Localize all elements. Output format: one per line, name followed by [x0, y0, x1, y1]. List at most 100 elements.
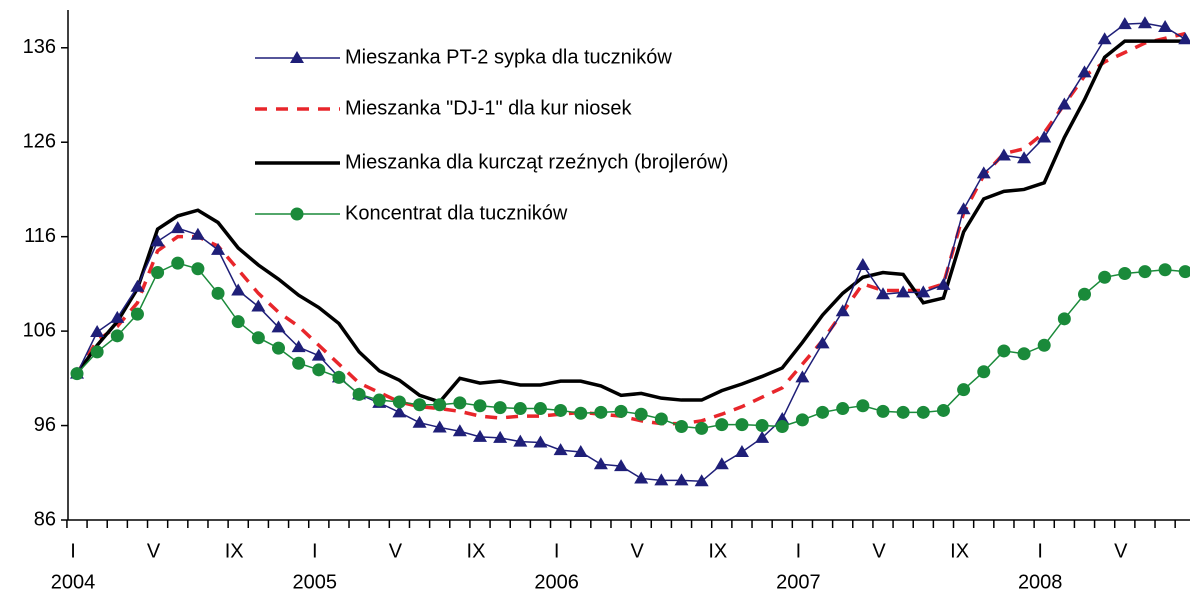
point — [312, 363, 326, 377]
point — [372, 393, 386, 407]
point — [271, 320, 286, 333]
point — [956, 202, 971, 215]
x-tick-label: I — [70, 540, 76, 562]
point — [654, 473, 669, 486]
point — [292, 356, 306, 370]
point — [110, 310, 125, 323]
point — [694, 474, 709, 487]
y-tick-label: 106 — [23, 319, 56, 341]
point — [614, 459, 629, 472]
point — [856, 399, 870, 413]
year-label: 2007 — [776, 571, 821, 593]
point — [1037, 338, 1051, 352]
point — [775, 411, 790, 424]
point — [695, 421, 709, 435]
point — [1117, 17, 1132, 30]
point — [855, 258, 870, 270]
y-tick-label: 116 — [24, 225, 56, 247]
point — [90, 325, 105, 338]
point — [130, 279, 145, 292]
point — [997, 344, 1011, 358]
point — [876, 287, 890, 300]
point — [352, 387, 366, 401]
point — [976, 166, 991, 179]
point — [291, 340, 306, 353]
point — [816, 405, 830, 419]
legend-marker — [290, 207, 304, 221]
point — [1077, 65, 1092, 78]
point — [734, 445, 749, 457]
x-tick-label: I — [312, 540, 318, 562]
point — [634, 407, 648, 421]
series-line — [75, 31, 1186, 426]
point — [795, 370, 810, 383]
point — [1078, 287, 1091, 301]
y-tick-label: 136 — [23, 36, 56, 58]
point — [735, 418, 749, 432]
point — [654, 412, 668, 426]
point — [171, 256, 185, 270]
x-tick-label: V — [631, 540, 645, 562]
point — [231, 315, 245, 329]
point — [1118, 267, 1132, 280]
point — [392, 405, 407, 418]
point — [715, 418, 729, 432]
x-tick-label: V — [1114, 540, 1128, 562]
x-tick-label: IX — [467, 540, 486, 562]
x-tick-label: I — [1037, 540, 1043, 562]
point — [996, 148, 1011, 161]
point — [836, 402, 850, 416]
x-tick-label: V — [147, 540, 161, 562]
point — [272, 341, 285, 355]
point — [433, 398, 447, 412]
year-label: 2008 — [1018, 571, 1063, 593]
x-tick-label: IX — [225, 540, 244, 562]
point — [473, 429, 487, 442]
point — [332, 370, 346, 384]
point — [977, 365, 991, 379]
point — [775, 420, 789, 433]
point — [1057, 97, 1072, 110]
point — [876, 404, 890, 418]
point — [795, 413, 809, 427]
year-label: 2004 — [51, 571, 96, 593]
point — [473, 399, 487, 413]
point — [553, 443, 568, 456]
point — [1138, 265, 1152, 279]
point — [755, 430, 770, 443]
point — [413, 398, 427, 412]
point — [191, 262, 205, 276]
y-tick-label: 86 — [34, 508, 56, 530]
point — [593, 457, 608, 470]
point — [835, 304, 850, 317]
point — [452, 424, 467, 437]
point — [150, 234, 165, 247]
x-tick-label: V — [872, 540, 886, 562]
point — [957, 383, 971, 397]
point — [1137, 16, 1152, 29]
point — [190, 227, 205, 240]
point — [714, 457, 729, 470]
point — [231, 283, 246, 296]
point — [1178, 265, 1190, 279]
legend-label: Mieszanka "DJ-1" dla kur niosek — [345, 97, 633, 119]
point — [1097, 32, 1112, 45]
x-tick-label: V — [389, 540, 403, 562]
point — [554, 403, 568, 417]
point — [1057, 312, 1071, 326]
point — [453, 396, 467, 410]
y-tick-label: 96 — [34, 414, 56, 436]
point — [110, 329, 124, 343]
point — [916, 285, 931, 298]
series-line — [76, 262, 1186, 430]
point — [1158, 263, 1172, 277]
point — [1037, 130, 1052, 143]
point — [634, 471, 649, 484]
x-tick-label: I — [554, 540, 560, 562]
point — [533, 435, 548, 448]
point — [1017, 151, 1032, 164]
point — [70, 367, 84, 381]
legend-label: Mieszanka dla kurcząt rzeźnych (brojleró… — [345, 151, 728, 173]
point — [533, 402, 547, 416]
